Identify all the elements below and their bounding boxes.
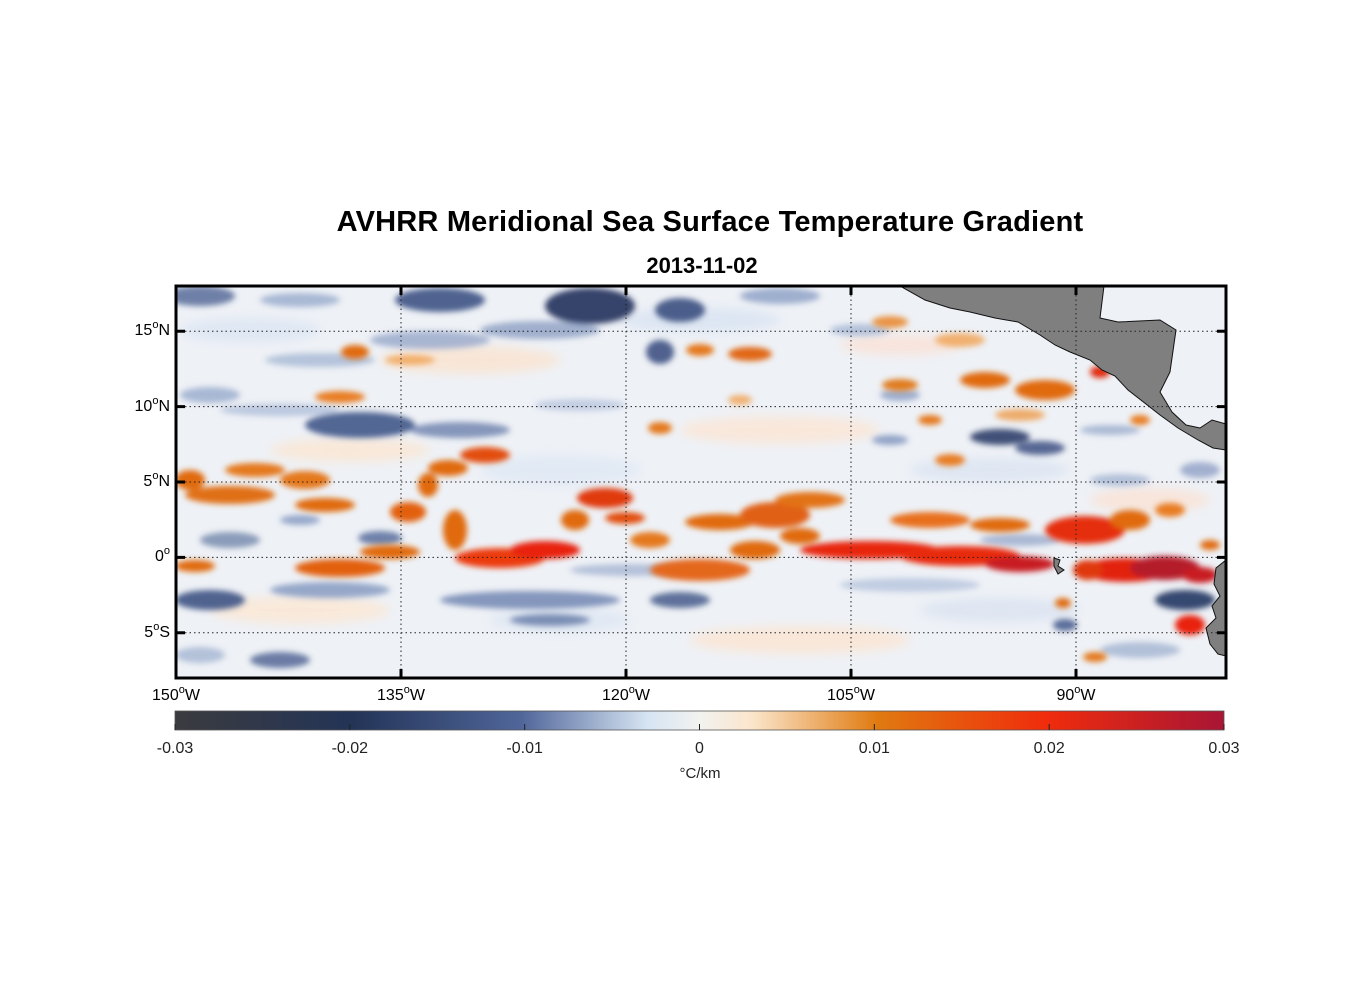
lat-label: 15oN: [134, 319, 170, 340]
positive-gradient-features: [176, 316, 1220, 662]
colorbar-tick-label: 0.03: [1208, 740, 1240, 757]
colorbar-tick-label: 0.02: [1033, 740, 1065, 757]
frame-ticks: [174, 286, 1226, 678]
colorbar-unit-label: °C/km: [679, 765, 721, 782]
map-date-subtitle: 2013-11-02: [646, 253, 758, 278]
gradient-field: [176, 286, 1226, 678]
field-texture: [180, 308, 1210, 654]
colorbar-tick-label: -0.01: [506, 740, 543, 757]
colorbar-tick-label: 0.01: [858, 740, 890, 757]
colorbar-tick-label: 0: [695, 740, 704, 757]
colorbar-ticks: [174, 724, 1225, 730]
lat-label: 5oN: [143, 470, 170, 490]
colorbar-tick-label: -0.02: [331, 740, 369, 757]
galapagos-land: [1053, 557, 1065, 575]
lon-label: 90oW: [1056, 684, 1096, 704]
central-america-land: [898, 286, 1226, 451]
colorbar-tick-label: -0.03: [156, 740, 194, 757]
lat-label: 5oS: [144, 620, 170, 641]
map-title: AVHRR Meridional Sea Surface Temperature…: [336, 206, 1084, 238]
lon-label: 150oW: [152, 684, 200, 704]
lat-label: 10oN: [134, 394, 170, 415]
lon-label: 105oW: [827, 684, 875, 704]
lat-label: 0o: [154, 545, 170, 566]
lon-label: 120oW: [602, 684, 650, 704]
lon-label: 135oW: [377, 684, 425, 704]
